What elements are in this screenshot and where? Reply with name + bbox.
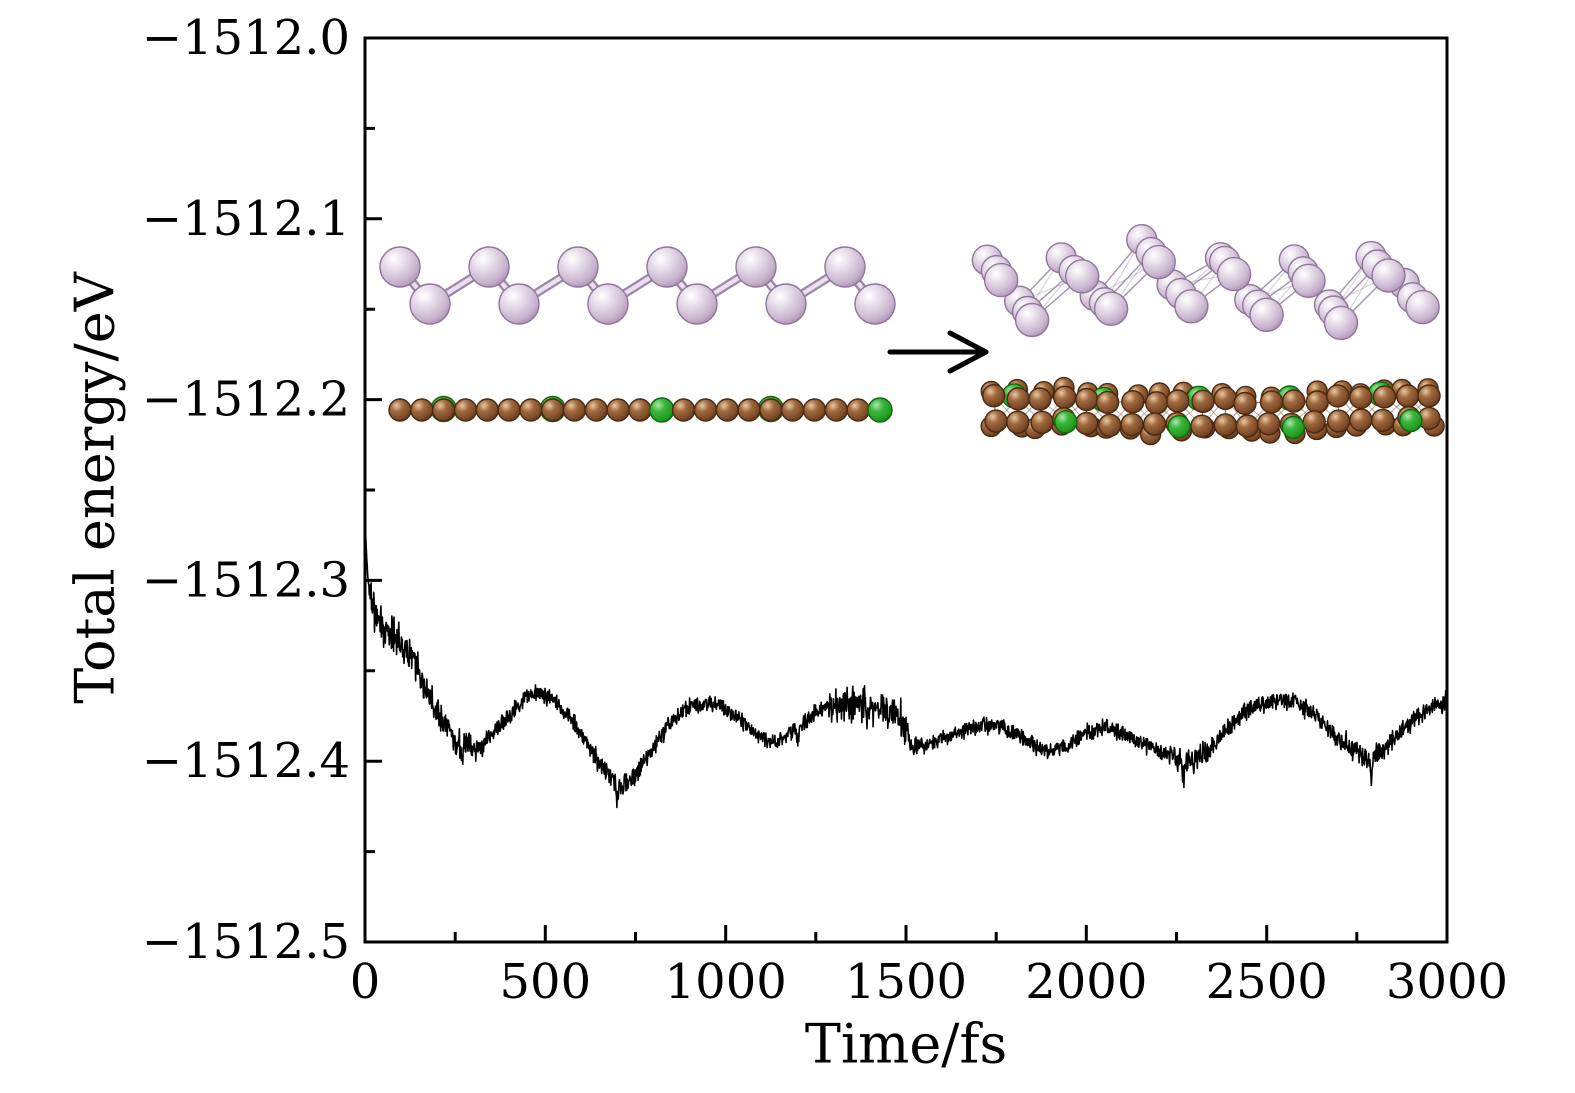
x-tick-label: 3000 [1386,954,1508,1010]
x-tick-label: 2500 [1206,954,1328,1010]
inset-layer-flat [388,395,893,423]
x-tick-label: 1000 [665,954,787,1010]
y-tick-label: −1512.4 [142,733,350,789]
x-tick-label: 500 [499,954,591,1010]
y-tick-label: −1512.2 [142,372,350,428]
inset-layer-buckled [980,376,1445,446]
y-tick-label: −1512.1 [142,191,350,247]
x-tick-label: 2000 [1025,954,1147,1010]
y-tick-label: −1512.0 [142,10,350,66]
x-tick-label: 1500 [845,954,967,1010]
y-axis-title: Total energy/eV [63,272,127,704]
structure-insets [379,223,1445,446]
total-energy-line [364,525,1448,809]
y-tick-label: −1512.5 [142,914,350,970]
inset-chain-distorted [971,223,1440,341]
x-tick-label: 0 [350,954,381,1010]
x-axis-title: Time/fs [804,1012,1008,1076]
transition-arrow-icon [887,330,989,374]
y-tick-label: −1512.3 [142,552,350,608]
inset-chain-ordered [379,246,896,325]
axes: 0 500 1000 1500 2000 2500 3000 −1512.0 −1512.1 −1… [142,10,1508,1010]
energy-trace [364,525,1448,809]
plot-border [363,36,1449,944]
axis-ticks [363,36,1449,944]
